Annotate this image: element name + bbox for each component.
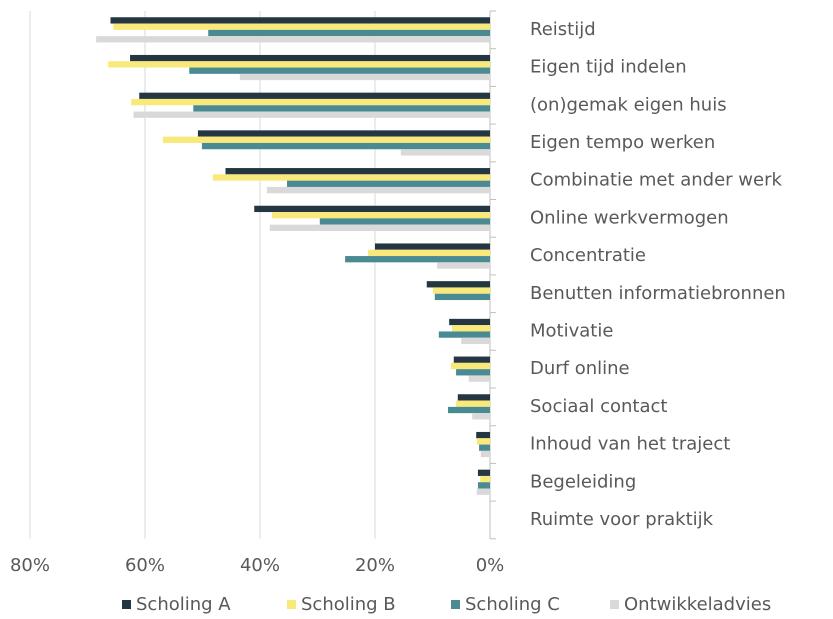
bar	[434, 293, 490, 301]
category-label: Eigen tijd indelen	[530, 57, 687, 78]
x-tick-label: 40%	[240, 555, 280, 576]
category-label: Sociaal contact	[530, 396, 667, 417]
bar	[476, 488, 490, 495]
bar	[225, 168, 490, 175]
bar	[437, 262, 490, 269]
bar	[208, 29, 490, 37]
legend-swatch	[122, 600, 131, 609]
legend-label: Scholing C	[465, 594, 560, 615]
bar	[449, 318, 490, 326]
bar	[113, 23, 490, 30]
bar	[272, 212, 490, 219]
category-label: (on)gemak eigen huis	[530, 94, 727, 115]
bar	[480, 450, 490, 458]
bar	[239, 73, 490, 81]
legend-label: Scholing A	[136, 594, 231, 615]
bar	[433, 287, 490, 294]
bar	[96, 36, 490, 43]
bar	[456, 400, 490, 407]
bar	[193, 105, 491, 112]
bar	[468, 375, 490, 382]
bar	[133, 111, 490, 118]
bar	[254, 205, 490, 213]
category-label: Inhoud van het traject	[530, 434, 730, 455]
legend-label: Ontwikkeladvies	[624, 594, 771, 615]
bar	[476, 438, 490, 445]
category-label: Reistijd	[530, 19, 596, 40]
legend-swatch	[287, 600, 296, 609]
category-label: Combinatie met ander werk	[530, 170, 782, 191]
bar	[448, 406, 490, 414]
bar	[426, 281, 490, 288]
legend-label: Scholing B	[301, 594, 396, 615]
category-label: Ruimte voor praktijk	[530, 509, 714, 530]
bar	[476, 431, 490, 439]
bar	[345, 256, 490, 263]
bar	[461, 337, 490, 345]
bar	[131, 98, 490, 106]
bar	[450, 362, 490, 370]
bar	[375, 243, 490, 250]
bar	[162, 136, 490, 143]
category-label: Online werkvermogen	[530, 207, 729, 228]
bar	[480, 475, 490, 483]
bar	[438, 331, 490, 338]
category-label: Eigen tempo werken	[530, 132, 715, 153]
category-label: Begeleiding	[530, 471, 636, 492]
bar	[266, 186, 490, 194]
bar	[201, 142, 491, 150]
bar	[269, 224, 490, 231]
category-label: Motivatie	[530, 320, 613, 341]
x-tick-label: 0%	[476, 555, 505, 576]
bar	[452, 325, 490, 332]
x-tick-label: 80%	[10, 555, 50, 576]
bar	[457, 394, 490, 401]
legend-swatch	[610, 600, 619, 609]
bar	[287, 180, 490, 187]
bar	[368, 249, 490, 257]
x-tick-label: 60%	[125, 555, 165, 576]
bar	[130, 54, 491, 62]
bar	[212, 174, 490, 181]
x-tick-label: 20%	[355, 555, 395, 576]
bar	[400, 149, 490, 156]
bar	[479, 444, 490, 451]
bar	[110, 17, 490, 24]
bar	[197, 130, 490, 137]
bar	[108, 61, 490, 68]
bar	[477, 482, 490, 489]
category-label: Durf online	[530, 358, 630, 379]
bar	[139, 92, 490, 99]
bar	[319, 218, 490, 225]
category-label: Concentratie	[530, 245, 646, 266]
legend-swatch	[451, 600, 460, 609]
bar	[472, 413, 490, 420]
bar	[189, 67, 490, 74]
category-label: Benutten informatiebronnen	[530, 283, 786, 304]
bar	[477, 469, 490, 476]
bar	[453, 356, 490, 363]
bar	[456, 369, 490, 376]
